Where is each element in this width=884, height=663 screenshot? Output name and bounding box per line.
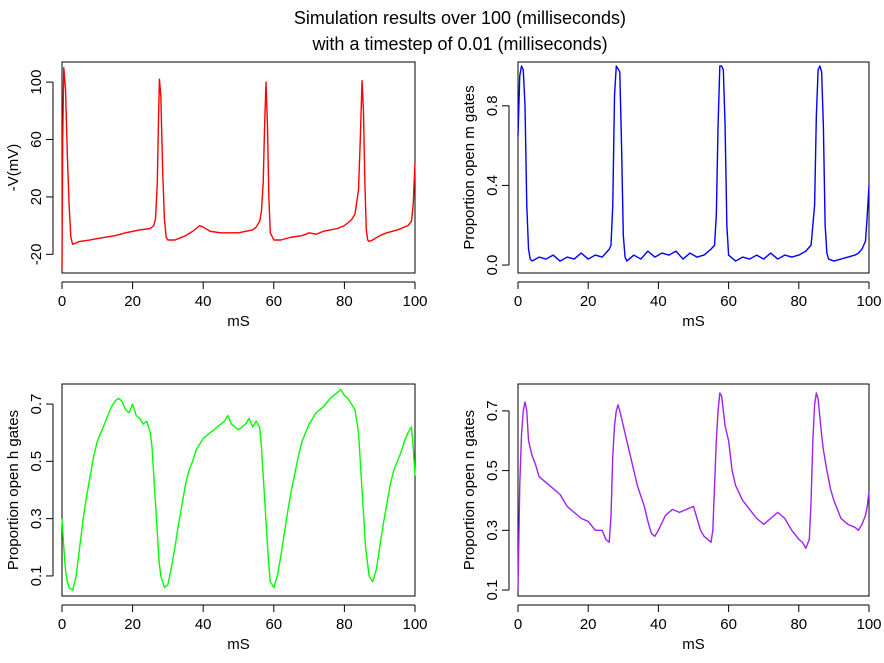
x-tick-label: 20 xyxy=(124,293,141,310)
y-tick-label: 0.0 xyxy=(484,255,501,276)
figure-title-line-2: with a timestep of 0.01 (milliseconds) xyxy=(311,34,607,54)
x-tick-label: 60 xyxy=(720,616,737,633)
x-axis-label: mS xyxy=(682,313,705,330)
y-tick-label: 60 xyxy=(28,131,45,148)
x-tick-label: 80 xyxy=(336,293,353,310)
y-tick-label: 0.7 xyxy=(484,400,501,421)
x-tick-label: 20 xyxy=(580,293,597,310)
x-tick-label: 80 xyxy=(790,616,807,633)
x-tick-label: 20 xyxy=(124,616,141,633)
x-tick-label: 100 xyxy=(856,616,881,633)
y-tick-label: 0.7 xyxy=(28,394,45,415)
x-tick-label: 100 xyxy=(856,293,881,310)
panel-4: 0 20 40 60 80 100 mS 0.1 0.3 0.5 0.7 Proportion ope… xyxy=(461,383,882,653)
y-tick-label: -20 xyxy=(28,243,45,265)
series-line xyxy=(61,67,416,269)
y-axis-label: Proportion open n gates xyxy=(461,410,478,570)
y-tick-label: 0.8 xyxy=(484,95,501,116)
panel-1: 0 20 40 60 80 100 mS -20 20 60 100 -V(mV) xyxy=(5,61,428,330)
x-tick-label: 40 xyxy=(650,293,667,310)
x-axis-label: mS xyxy=(682,636,705,653)
y-tick-label: 0.3 xyxy=(484,520,501,541)
plot-frame xyxy=(517,61,870,274)
x-tick-label: 80 xyxy=(790,293,807,310)
x-tick-label: 40 xyxy=(650,616,667,633)
y-tick-label: 0.5 xyxy=(484,460,501,481)
y-tick-label: 0.4 xyxy=(484,175,501,196)
y-tick-label: 0.1 xyxy=(484,580,501,601)
y-tick-label: 0.1 xyxy=(28,566,45,587)
series-line xyxy=(517,392,870,591)
x-tick-label: 80 xyxy=(336,616,353,633)
y-axis-label: Proportion open h gates xyxy=(5,410,22,570)
x-axis-label: mS xyxy=(227,636,250,653)
y-axis-label: -V(mV) xyxy=(5,144,22,192)
panel-2: 0 20 40 60 80 100 mS 0.0 0.4 0.8 Proportion open m… xyxy=(461,61,882,330)
x-tick-label: 40 xyxy=(195,293,212,310)
x-tick-label: 60 xyxy=(265,293,282,310)
y-tick-label: 0.5 xyxy=(28,451,45,472)
plot-frame xyxy=(61,383,416,597)
series-line xyxy=(61,389,416,591)
chart-panels: 0 20 40 60 80 100 mS -20 20 60 100 -V(mV) 0 20 40 60 80 1… xyxy=(5,61,882,653)
y-axis-label: Proportion open m gates xyxy=(461,85,478,249)
y-tick-label: 100 xyxy=(28,70,45,95)
x-tick-label: 0 xyxy=(58,616,66,633)
x-tick-label: 100 xyxy=(402,616,427,633)
x-axis-label: mS xyxy=(227,313,250,330)
y-tick-label: 20 xyxy=(28,189,45,206)
x-tick-label: 40 xyxy=(195,616,212,633)
panel-3: 0 20 40 60 80 100 mS 0.1 0.3 0.5 0.7 Proportion ope… xyxy=(5,383,428,653)
x-tick-label: 100 xyxy=(402,293,427,310)
plot-frame xyxy=(517,383,870,597)
x-tick-label: 0 xyxy=(514,293,522,310)
x-tick-label: 60 xyxy=(720,293,737,310)
x-tick-label: 60 xyxy=(265,616,282,633)
series-line xyxy=(517,65,870,262)
x-tick-label: 0 xyxy=(514,616,522,633)
figure-title-line-1: Simulation results over 100 (millisecond… xyxy=(294,8,626,28)
x-tick-label: 0 xyxy=(58,293,66,310)
y-tick-label: 0.3 xyxy=(28,508,45,529)
x-tick-label: 20 xyxy=(580,616,597,633)
